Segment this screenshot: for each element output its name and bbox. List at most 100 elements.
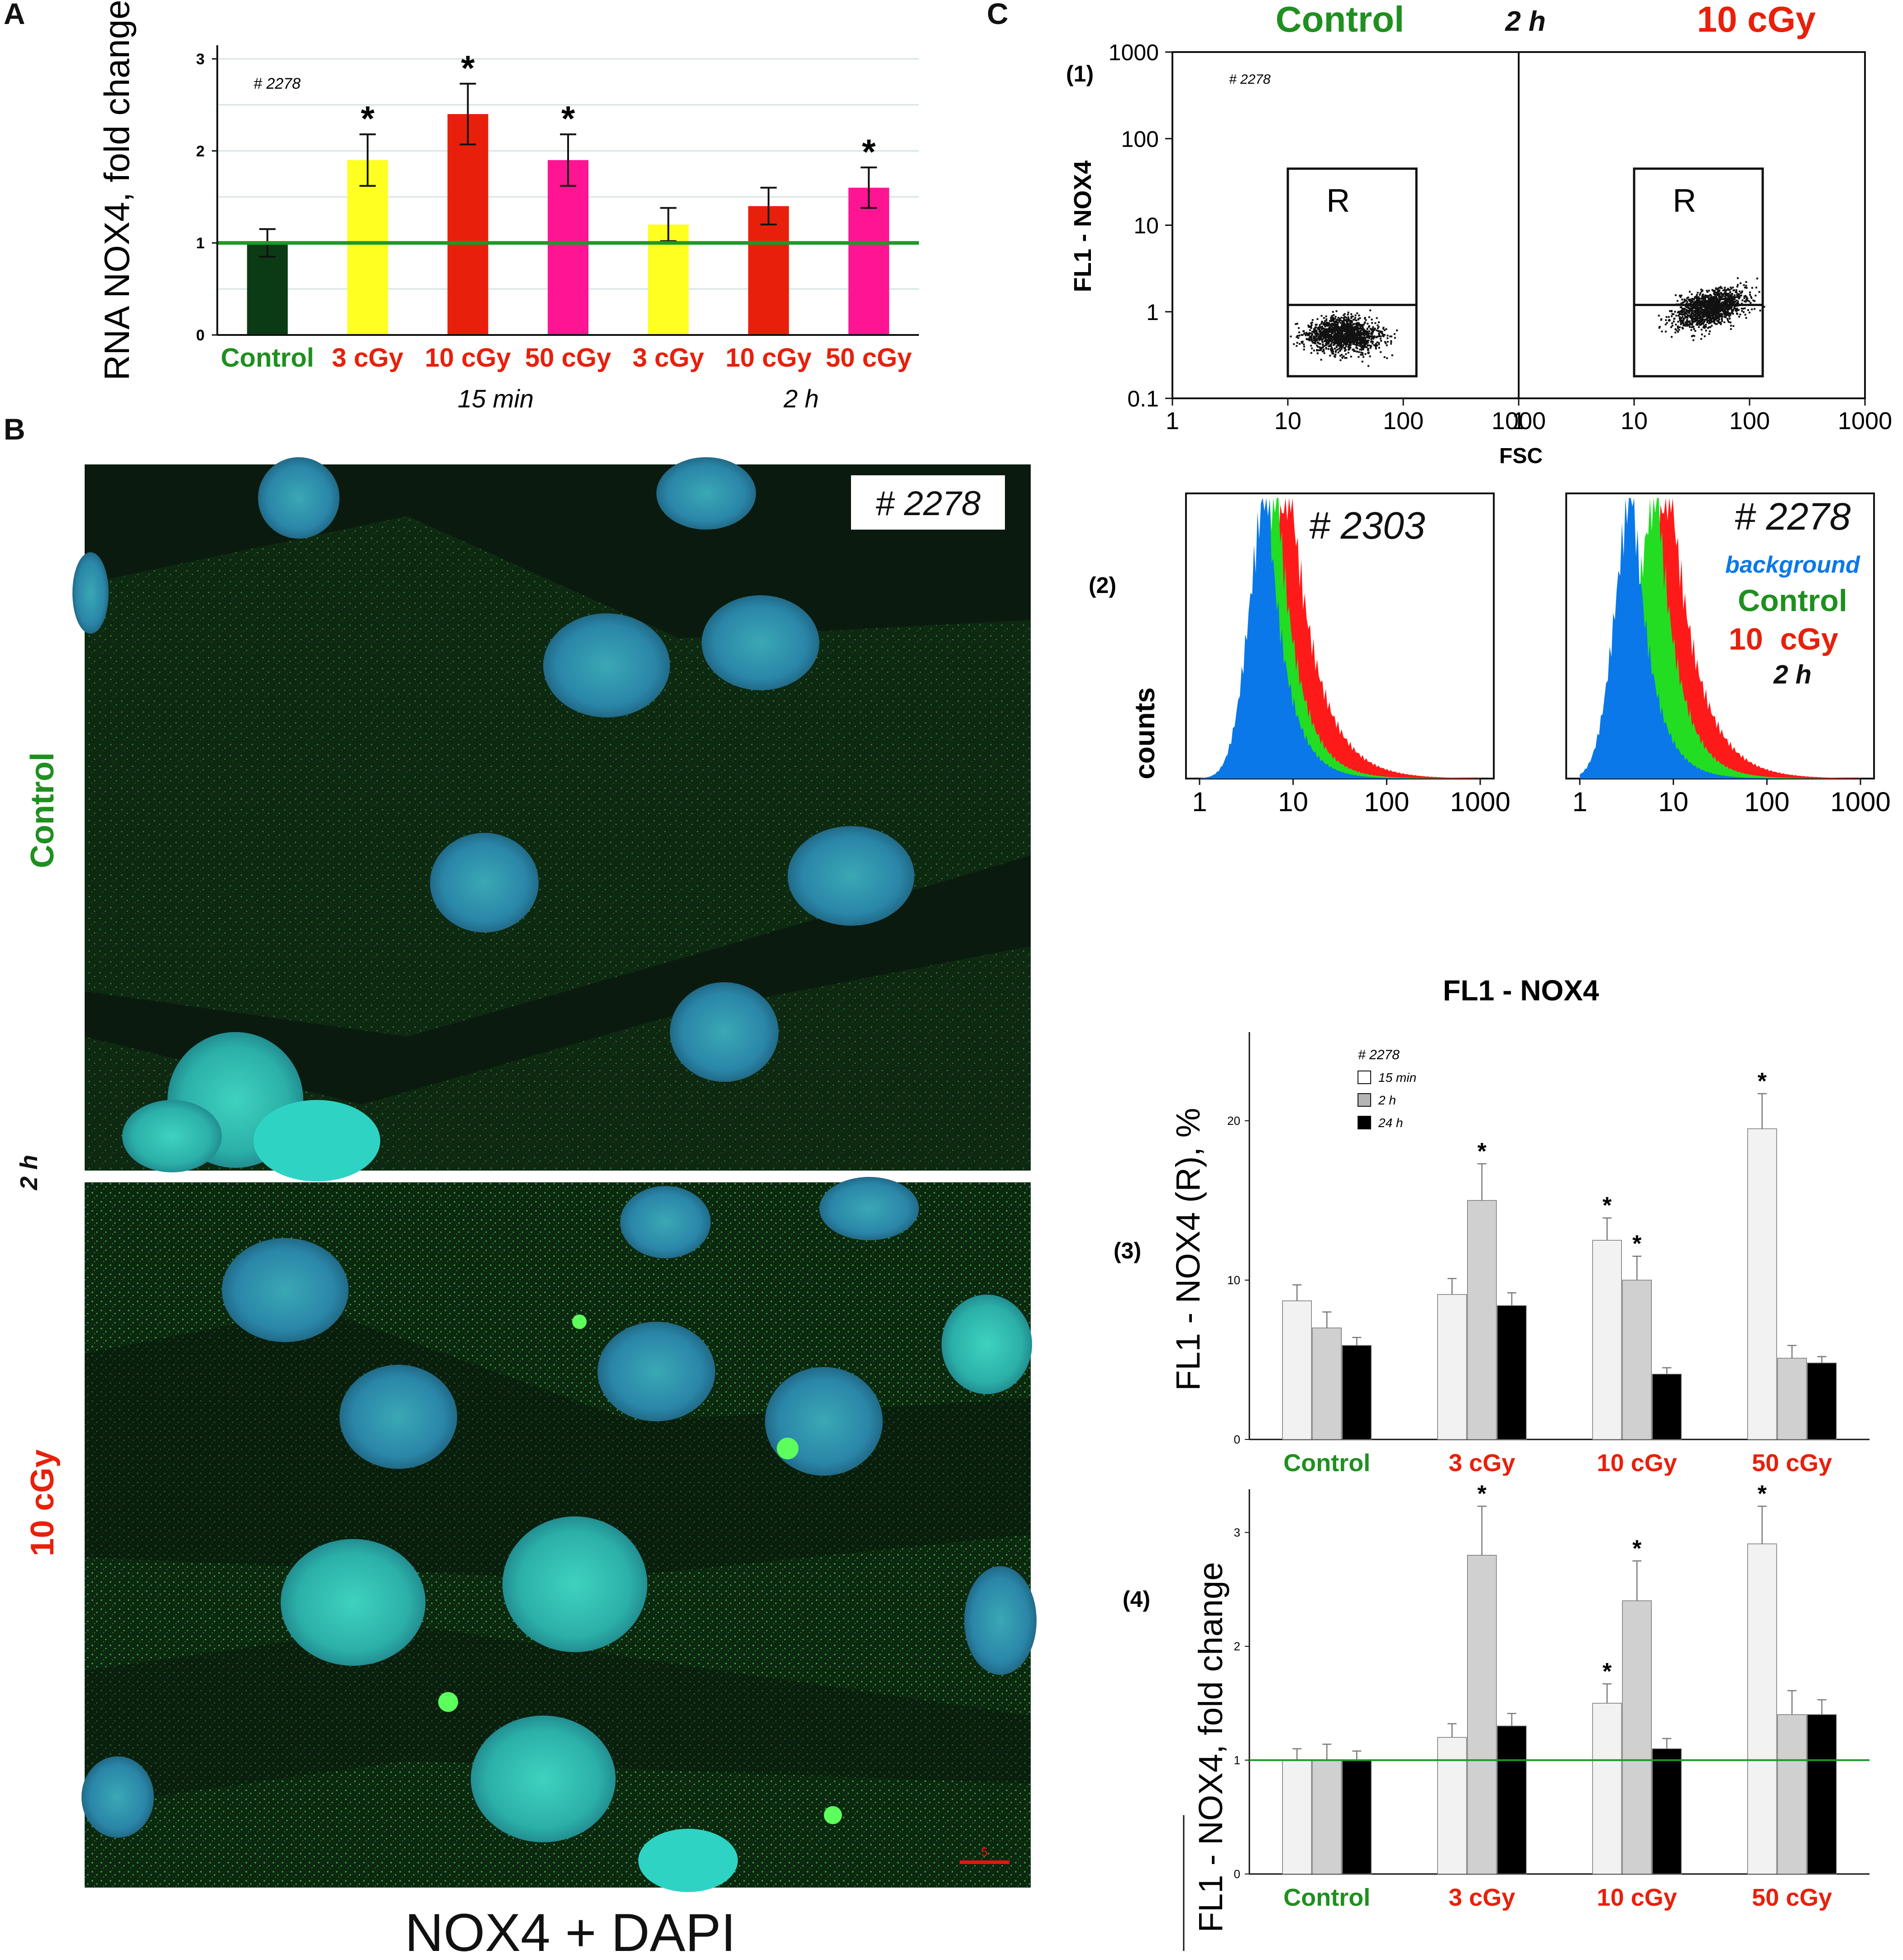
panel-a-bar (247, 243, 288, 335)
hist-x-tick-label: 10 (1658, 787, 1688, 817)
scatter-points (1658, 277, 1765, 341)
hist-series-background (1580, 498, 1860, 779)
panel-a-significance-star: * (361, 99, 375, 139)
scatter-x-tick-label: 10 (1621, 407, 1648, 435)
c3-category-label: 10 cGy (1597, 1449, 1677, 1476)
panel-a-y-axis-label: RNA NOX4, fold change (97, 0, 137, 381)
c4-bar (1467, 1555, 1497, 1874)
panel-a-significance-star: * (561, 99, 575, 139)
micrograph-control: # 2278 (72, 457, 1031, 1181)
panel-a-y-tick-label: 1 (196, 235, 205, 252)
c3-legend-label: 24 h (1378, 1116, 1403, 1130)
header-time: 2 h (1505, 6, 1546, 37)
panel-a-bar (447, 114, 488, 335)
panel-letter-c: C (987, 0, 1009, 30)
panel-a-significance-star: * (461, 48, 475, 88)
c4-significance-star: * (1758, 1481, 1767, 1507)
panel-a-bar (748, 206, 789, 335)
panel-a-category-label: 10 cGy (425, 343, 511, 373)
c3-legend-swatch (1358, 1116, 1371, 1129)
c4-y-axis-label: FL1 - NOX4, fold change (1192, 1562, 1229, 1933)
panel-a-category-label: 10 cGy (726, 343, 812, 373)
c3-bar (1437, 1294, 1467, 1440)
panel-a-bar (848, 187, 889, 335)
scatter-y-tick-label: 10 (1133, 213, 1159, 239)
panel-a-y-tick-label: 0 (196, 327, 205, 344)
panel-a-significance-star: * (862, 132, 876, 172)
c3-bar (1652, 1373, 1682, 1440)
sub-label-2: (2) (1089, 573, 1116, 598)
header-dose: 10 cGy (1697, 0, 1816, 39)
sub-label-1: (1) (1066, 61, 1094, 86)
c3-significance-star: * (1632, 1231, 1642, 1257)
c4-bar (1342, 1759, 1372, 1874)
group-label-15min: 15 min (458, 384, 534, 413)
c4-bar (1437, 1737, 1467, 1874)
scatter-y-axis-label: FL1 - NOX4 (1069, 160, 1096, 292)
c3-significance-star: * (1758, 1068, 1767, 1095)
side-label-time: 2 h (15, 1155, 43, 1190)
c3-sample-id: # 2278 (1358, 1047, 1400, 1062)
panel-a-y-tick-label: 3 (196, 51, 205, 68)
c4-category-label: 10 cGy (1597, 1884, 1677, 1911)
c4-y-tick-label: 3 (1234, 1525, 1240, 1539)
panel-c2-histograms: (2) counts FL1 - NOX4 1 10 100 1000 1 10 100 10… (1089, 492, 1891, 1007)
c3-bar (1777, 1358, 1807, 1440)
c3-bar (1592, 1240, 1622, 1440)
legend-control: Control (1738, 583, 1847, 618)
panel-c4-bar-chart: (4) FL1 - NOX4, fold change 0 1 2 3 Control *… (1123, 1481, 1870, 1951)
hist-x-tick-label: 10 (1278, 787, 1308, 817)
hist-x-tick-label: 100 (1364, 787, 1409, 817)
group-label-2h: 2 h (783, 384, 819, 413)
panel-a-bar (548, 160, 588, 335)
c4-bar (1622, 1600, 1652, 1874)
scatter-y-tick-label: 0.1 (1127, 386, 1159, 411)
panel-a-category-label: Control (221, 343, 314, 373)
c4-significance-star: * (1602, 1659, 1612, 1685)
scatter-x-tick-label: 1000 (1838, 407, 1892, 435)
hist-x-tick-label: 1 (1572, 787, 1587, 817)
hist-right-sample-id: # 2278 (1735, 495, 1851, 538)
c4-significance-star: * (1632, 1535, 1642, 1562)
scatter-gate-label: R (1326, 183, 1350, 219)
micrograph-sample-id: # 2278 (875, 484, 980, 523)
c4-y-tick-label: 0 (1234, 1867, 1240, 1881)
scatter-x-tick-label: 1 (1512, 407, 1525, 435)
c3-bar (1342, 1345, 1372, 1440)
c3-category-label: 3 cGy (1449, 1449, 1515, 1476)
c3-bar (1622, 1280, 1652, 1440)
hist-left-sample-id: # 2303 (1309, 504, 1425, 547)
c4-bar (1497, 1726, 1527, 1874)
micrograph-10cgy: 5 (81, 1177, 1037, 1892)
hist-series-background (1200, 498, 1480, 779)
c3-bar (1747, 1128, 1777, 1440)
c3-legend-swatch (1358, 1071, 1371, 1084)
c3-category-label: 50 cGy (1752, 1449, 1832, 1476)
c4-y-tick-label: 2 (1234, 1640, 1240, 1653)
panel-letter-a: A (4, 0, 25, 30)
c4-bar (1777, 1714, 1807, 1874)
panel-b-micrographs: # 2278 5 Control 2 h 10 cGy NOX4 + DAPI (15, 457, 1037, 1960)
scatter-gate-box (1286, 167, 1418, 378)
hist-y-axis-label: counts (1129, 687, 1161, 779)
c3-y-tick-label: 0 (1234, 1433, 1240, 1446)
c3-category-label: Control (1283, 1449, 1370, 1476)
scatter-x-tick-label: 1000 (1492, 407, 1546, 435)
hist-x-tick-label: 1000 (1830, 787, 1890, 817)
panel-letter-b: B (4, 412, 25, 446)
c4-category-label: Control (1283, 1884, 1370, 1911)
c4-category-label: 50 cGy (1752, 1884, 1832, 1911)
legend-time: 2 h (1773, 660, 1812, 689)
c3-y-tick-label: 20 (1227, 1114, 1240, 1128)
scatter-gate-label: R (1673, 183, 1696, 219)
c3-bar (1312, 1327, 1342, 1440)
sub-label-3: (3) (1114, 1238, 1141, 1263)
c4-significance-star: * (1477, 1481, 1487, 1507)
hist-x-axis-label: FL1 - NOX4 (1443, 974, 1599, 1007)
panel-c1-scatter: Control 2 h 10 cGy (1) FL1 - NOX4 FSC # … (1066, 0, 1892, 468)
panel-a-category-label: 50 cGy (525, 343, 611, 373)
scatter-x-axis-label: FSC (1499, 444, 1543, 468)
side-label-control: Control (24, 752, 61, 868)
c3-legend-label: 2 h (1378, 1093, 1396, 1107)
